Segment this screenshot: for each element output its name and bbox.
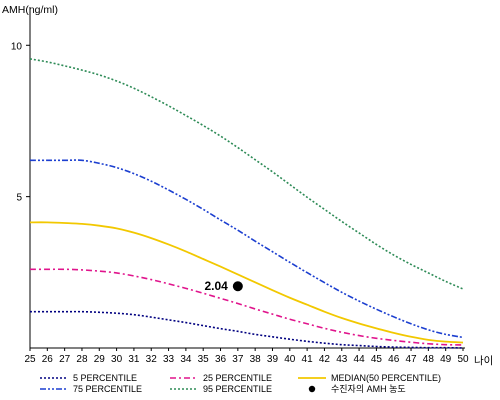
x-tick-label: 38 bbox=[250, 354, 262, 365]
highlight-point-marker bbox=[232, 281, 243, 292]
series-line-95-percentile bbox=[29, 58, 464, 290]
y-tick-label: 10 bbox=[11, 41, 23, 52]
x-tick-label: 37 bbox=[232, 354, 244, 365]
series-line-75-percentile bbox=[29, 159, 464, 339]
x-tick-label: 46 bbox=[388, 354, 400, 365]
x-tick-label: 34 bbox=[180, 354, 192, 365]
x-tick-label: 32 bbox=[146, 354, 158, 365]
x-tick-label: 27 bbox=[59, 354, 71, 365]
x-tick-label: 49 bbox=[440, 354, 452, 365]
x-tick-label: 28 bbox=[76, 354, 88, 365]
x-axis-title: 나이 bbox=[474, 355, 493, 367]
x-tick-label: 30 bbox=[111, 354, 123, 365]
legend-label-75-percentile: 75 PERCENTILE bbox=[73, 384, 142, 394]
x-tick-label: 36 bbox=[215, 354, 227, 365]
x-tick-label: 39 bbox=[267, 354, 279, 365]
x-tick-label: 40 bbox=[284, 354, 296, 365]
y-tick-label: 5 bbox=[16, 193, 22, 204]
x-tick-label: 33 bbox=[163, 354, 175, 365]
x-tick-label: 29 bbox=[94, 354, 106, 365]
x-tick-label: 48 bbox=[423, 354, 435, 365]
x-tick-label: 26 bbox=[42, 354, 54, 365]
y-axis-title: AMH(ng/ml) bbox=[2, 4, 58, 16]
x-tick-label: 43 bbox=[336, 354, 348, 365]
series-line-25-percentile bbox=[30, 268, 464, 346]
x-tick-label: 50 bbox=[457, 354, 469, 365]
x-tick-label: 47 bbox=[405, 354, 417, 365]
legend-label-median-50-percentile: MEDIAN(50 PERCENTILE) bbox=[331, 373, 441, 383]
series-line-5-percentile bbox=[30, 310, 464, 349]
highlight-point-label: 2.04 bbox=[204, 279, 228, 293]
legend-swatch-highlight-point bbox=[308, 385, 316, 393]
legend-label-25-percentile: 25 PERCENTILE bbox=[203, 373, 272, 383]
legend-label-highlight-point: 수진자의 AMH 농도 bbox=[331, 384, 406, 394]
legend-label-5-percentile: 5 PERCENTILE bbox=[73, 373, 137, 383]
x-tick-label: 42 bbox=[319, 354, 331, 365]
x-tick-label: 41 bbox=[302, 354, 314, 365]
series-line-median-50-percentile bbox=[29, 221, 464, 344]
x-tick-label: 45 bbox=[371, 354, 383, 365]
legend-label-95-percentile: 95 PERCENTILE bbox=[203, 384, 272, 394]
x-tick-label: 35 bbox=[198, 354, 210, 365]
x-tick-label: 44 bbox=[354, 354, 366, 365]
x-tick-label: 31 bbox=[128, 354, 140, 365]
x-tick-label: 25 bbox=[24, 354, 36, 365]
